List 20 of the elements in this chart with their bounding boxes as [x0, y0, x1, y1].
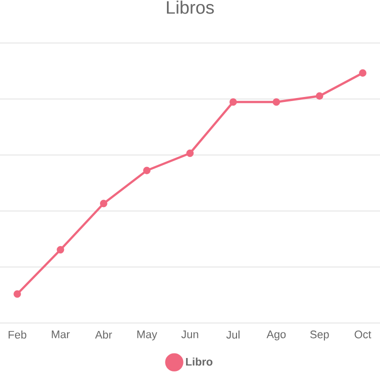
- point: [143, 166, 151, 174]
- x-tick-label: May: [137, 330, 158, 340]
- point: [56, 246, 64, 254]
- x-tick-label: Abr: [95, 330, 112, 339]
- point: [229, 98, 237, 106]
- point: [186, 150, 194, 157]
- x-tick-label: Oct: [354, 330, 372, 338]
- point: [359, 69, 366, 77]
- x-tick-label: Ago: [266, 330, 286, 340]
- point: [14, 290, 21, 298]
- point: [100, 200, 108, 208]
- point: [316, 92, 324, 100]
- x-tick-label: Feb: [8, 330, 26, 339]
- x-tick-label: Jun: [181, 330, 198, 338]
- chart-title: Libros: [166, 0, 214, 14]
- x-tick-label: Sep: [310, 330, 329, 340]
- legend-label: Libro: [186, 358, 212, 366]
- x-tick-label: Jul: [226, 330, 240, 339]
- x-tick-label: Mar: [52, 330, 70, 338]
- point: [272, 98, 280, 106]
